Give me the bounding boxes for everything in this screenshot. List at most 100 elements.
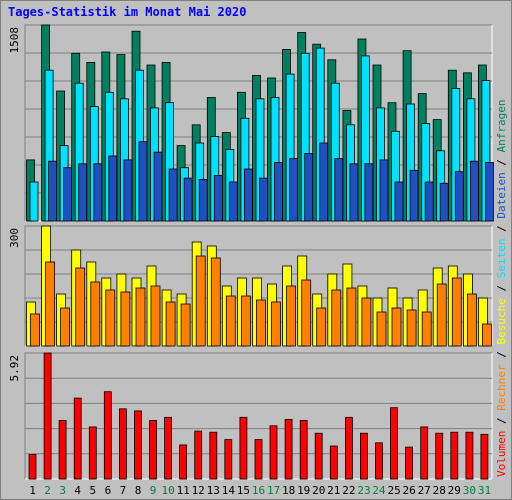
bar-seiten-day-10 [168,168,178,222]
legend-item: Dateien [495,172,508,218]
legend-item: Volumen [495,431,508,477]
x-tick-label-5: 5 [89,484,96,497]
bar-seiten-day-30 [469,160,479,222]
bar-seiten-day-18 [289,158,299,222]
x-tick-label-19: 19 [297,484,310,497]
bar-seiten-day-31 [484,162,494,222]
x-tick-label-6: 6 [105,484,112,497]
bar-seiten-day-24 [379,159,389,222]
bar-volumen-day-5 [88,426,97,480]
bar-rechner-day-10 [165,301,176,347]
x-tick-label-23: 23 [357,484,370,497]
legend-item: Besuche [495,298,508,344]
x-tick-label-29: 29 [448,484,461,497]
bar-seiten-day-29 [454,171,464,222]
x-tick-label-2: 2 [44,484,51,497]
bar-seiten-day-25 [394,181,404,222]
bar-seiten-day-22 [349,163,359,222]
bar-rechner-day-12 [195,255,206,347]
bar-rechner-day-7 [120,291,131,347]
bar-rechner-day-3 [60,307,70,347]
bar-volumen-day-13 [209,431,218,480]
bar-volumen-day-1 [28,454,37,480]
x-tick-label-31: 31 [478,484,491,497]
bar-volumen-day-16 [254,439,263,480]
x-tick-label-7: 7 [120,484,127,497]
bar-rechner-day-29 [451,277,462,347]
x-tick-label-10: 10 [161,484,174,497]
bar-volumen-day-23 [359,432,368,480]
x-tick-label-12: 12 [192,484,205,497]
legend-item: / [495,345,508,365]
bar-rechner-day-27 [421,311,432,347]
bar-volumen-day-29 [450,431,459,480]
bar-rechner-day-4 [75,267,86,347]
bar-seiten-day-23 [364,163,374,222]
bar-volumen-day-2 [43,352,52,480]
bar-seiten-day-12 [198,178,208,222]
bar-seiten-day-28 [439,182,449,222]
bar-rechner-day-28 [436,283,447,347]
x-tick-label-28: 28 [433,484,446,497]
bar-dateien-day-1 [29,181,39,222]
y-max-label-hits: 1508 [8,27,21,54]
bar-volumen-day-3 [58,420,67,480]
bar-seiten-day-20 [319,142,329,222]
bar-seiten-day-16 [259,177,268,222]
bar-rechner-day-1 [30,313,40,347]
bar-rechner-day-31 [481,323,492,347]
bar-seiten-day-11 [183,177,193,222]
bar-volumen-day-19 [299,420,308,480]
bar-volumen-day-22 [344,416,353,480]
bar-rechner-day-5 [90,281,101,347]
bar-volumen-day-10 [164,416,173,480]
bar-volumen-day-26 [405,446,414,480]
bar-volumen-day-4 [73,397,82,480]
bar-rechner-day-2 [45,261,55,347]
bar-rechner-day-24 [376,311,387,347]
bar-volumen-day-30 [465,431,474,480]
bar-rechner-day-25 [391,307,402,347]
bar-rechner-day-30 [466,293,477,347]
bar-volumen-day-7 [119,408,127,480]
y-max-label-visits: 300 [8,228,21,248]
bar-rechner-day-23 [361,297,372,347]
legend-item: / [495,152,508,172]
y-max-label-volume: 5.92 [8,355,21,382]
bar-seiten-day-13 [213,175,223,222]
bar-volumen-day-31 [480,433,489,480]
bar-volumen-day-20 [314,432,323,480]
bar-seiten-day-21 [334,158,344,222]
bar-rechner-day-13 [210,257,221,347]
bar-seiten-day-27 [424,181,434,222]
legend-item: / [495,219,508,239]
bar-seiten-day-15 [243,168,253,222]
x-tick-label-21: 21 [327,484,340,497]
bar-seiten-day-6 [108,155,118,222]
bar-volumen-day-9 [149,420,157,480]
bar-seiten-day-17 [274,162,283,222]
x-tick-label-3: 3 [59,484,66,497]
bar-volumen-day-21 [329,445,338,480]
bar-rechner-day-20 [316,307,327,347]
legend-item: / [495,411,508,431]
bar-seiten-day-26 [409,169,419,222]
x-tick-label-13: 13 [207,484,220,497]
bar-volumen-day-11 [179,444,188,480]
x-tick-label-26: 26 [402,484,415,497]
x-tick-label-20: 20 [312,484,325,497]
bar-rechner-day-8 [135,287,146,347]
bar-seiten-day-19 [304,152,314,222]
bar-volumen-day-6 [103,391,112,480]
legend-item: Anfragen [495,99,508,152]
bar-rechner-day-22 [346,287,357,347]
x-tick-label-14: 14 [222,484,236,497]
bar-seiten-day-7 [123,159,133,222]
bar-rechner-day-16 [256,299,266,347]
legend: Volumen / Rechner / Besuche / Seiten / D… [495,99,508,477]
bar-seiten-day-2 [48,160,57,222]
bar-rechner-day-9 [150,285,161,347]
bar-volumen-day-25 [390,407,398,480]
